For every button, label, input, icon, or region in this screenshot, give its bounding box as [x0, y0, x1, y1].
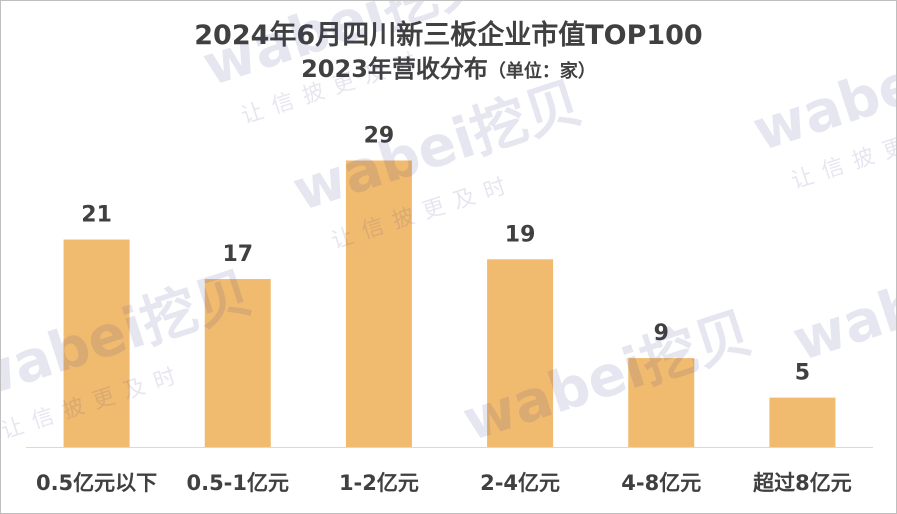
data-label-1: 17	[222, 242, 253, 267]
category-label-4: 4-8亿元	[621, 471, 701, 495]
category-label-0: 0.5亿元以下	[36, 471, 157, 495]
unit-note: （单位：家）	[487, 61, 596, 82]
category-label-3: 2-4亿元	[480, 471, 560, 495]
data-label-3: 19	[505, 222, 536, 247]
bar-5	[769, 397, 836, 447]
bar-2	[345, 160, 412, 448]
bar-1	[204, 279, 271, 447]
category-label-2: 1-2亿元	[339, 471, 419, 495]
data-label-5: 5	[795, 361, 810, 386]
chart-title: 2024年6月四川新三板企业市值TOP100	[194, 20, 703, 51]
data-label-4: 9	[654, 321, 669, 346]
bar-4	[628, 358, 695, 447]
bar-3	[487, 259, 554, 447]
chart-subtitle: 2023年营收分布	[301, 55, 488, 83]
category-label-1: 0.5-1亿元	[186, 471, 289, 495]
chart-title-block: 2024年6月四川新三板企业市值TOP100 2023年营收分布（单位：家）	[1, 19, 896, 88]
category-label-5: 超过8亿元	[753, 471, 852, 495]
data-label-2: 29	[364, 124, 395, 149]
bar-0	[63, 239, 130, 447]
data-label-0: 21	[81, 203, 112, 228]
chart-subtitle-line: 2023年营收分布（单位：家）	[1, 53, 896, 88]
